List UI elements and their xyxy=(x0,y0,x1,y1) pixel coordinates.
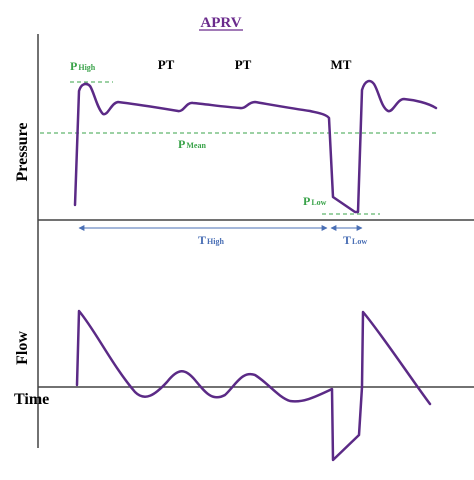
p-low-main: P xyxy=(303,194,310,208)
time-axis-label: Time xyxy=(14,391,49,408)
t-low-sub: Low xyxy=(352,237,367,246)
p-mean-sub: Mean xyxy=(186,141,206,150)
p-low-sub: Low xyxy=(311,198,326,207)
t-low-main: T xyxy=(343,233,351,247)
phase-label-pt-1: PT xyxy=(158,57,175,72)
phase-label-mt: MT xyxy=(331,57,352,72)
p-mean-main: P xyxy=(178,137,185,151)
pressure-waveform xyxy=(73,79,438,214)
t-high-label: THigh xyxy=(198,233,224,247)
p-high-label: PHigh xyxy=(70,59,96,73)
p-mean-label: PMean xyxy=(178,137,206,151)
flow-waveform xyxy=(75,309,432,462)
t-low-label: TLow xyxy=(343,233,367,247)
t-high-sub: High xyxy=(207,237,224,246)
p-low-label: PLow xyxy=(303,194,327,208)
p-high-sub: High xyxy=(78,63,95,72)
flow-axis-label: Flow xyxy=(14,331,31,365)
phase-label-pt-2: PT xyxy=(235,57,252,72)
t-high-main: T xyxy=(198,233,206,247)
pressure-axis-label: Pressure xyxy=(14,123,31,182)
p-high-main: P xyxy=(70,59,77,73)
diagram-title: APRV xyxy=(200,15,241,31)
